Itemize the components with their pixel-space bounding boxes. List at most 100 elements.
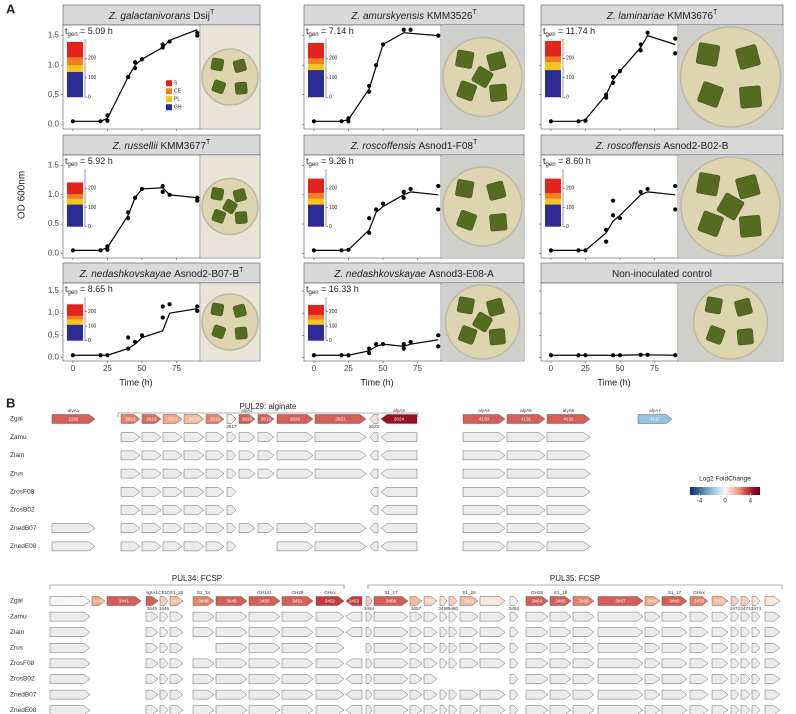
gene-annotation: S1_25 (170, 590, 184, 595)
gene-homolog (238, 468, 256, 479)
inset-tick-label: 200 (329, 186, 338, 192)
legend-swatch (166, 80, 172, 87)
gene-homolog (572, 705, 595, 714)
seaweed-piece (706, 325, 726, 345)
data-point (401, 189, 406, 194)
data-point (105, 244, 110, 249)
gene-id: 3457 (411, 606, 422, 611)
data-point (70, 353, 76, 358)
gene-homolog (192, 674, 215, 684)
gene-homolog (661, 611, 688, 622)
gene-homolog (644, 611, 661, 622)
seaweed-piece (234, 81, 248, 95)
gene-annotation: alyA6 (563, 408, 575, 413)
t-symbol: t (306, 26, 309, 36)
seaweed-piece (734, 297, 753, 317)
x-axis-label: Time (h) (597, 377, 630, 387)
gene (423, 596, 438, 606)
gene-homolog (380, 468, 418, 479)
strain-label: ZnedE08 (10, 707, 37, 714)
x-tick-label: 75 (172, 364, 181, 373)
gene (373, 596, 409, 606)
gene-homolog (751, 643, 761, 653)
data-point (367, 350, 372, 356)
gene-id: 4130 (479, 417, 490, 422)
gene-homolog (248, 689, 281, 700)
gene-homolog (183, 468, 205, 479)
gene-homolog (183, 505, 205, 515)
gene-homolog (459, 643, 479, 653)
gene-homolog (751, 627, 761, 637)
gene-homolog (661, 627, 688, 637)
gene-homolog (281, 643, 314, 653)
data-point (673, 207, 678, 212)
gene-homolog (546, 487, 591, 497)
gene-homolog (162, 523, 183, 533)
gene-id: 3472 (730, 606, 741, 611)
gene-homolog (120, 450, 141, 461)
data-point (408, 186, 413, 192)
y-tick-label: 0.0 (48, 119, 60, 128)
colorbar (690, 487, 760, 495)
x-tick-label: 0 (71, 364, 76, 373)
gene-annotation: sgtA1 (146, 590, 158, 595)
data-point (195, 33, 200, 38)
petri-dish (442, 166, 523, 247)
gene-homolog (439, 705, 448, 714)
type-strain-mark: T (713, 9, 718, 16)
gene-id: 3456 (386, 599, 397, 604)
gene-homolog (226, 523, 237, 533)
gene-homolog (711, 658, 729, 669)
t-value: = 16.33 h (319, 284, 359, 294)
gene-annotation: GH29 (531, 590, 543, 595)
gene (644, 596, 661, 606)
legend-label: CE (174, 89, 182, 95)
gene-homolog (205, 468, 225, 479)
gene-homolog (345, 611, 363, 622)
gene-homolog (689, 705, 709, 714)
gene-homolog (226, 468, 237, 479)
gene-homolog (644, 658, 661, 669)
y-tick-label: 0.5 (48, 330, 60, 339)
gene-homolog (159, 643, 169, 653)
data-point (139, 186, 145, 192)
gene-homolog (730, 689, 740, 700)
inset-tick-label: 100 (88, 323, 97, 329)
strain-label: ZnedE08 (10, 543, 37, 550)
gene-homolog (740, 674, 751, 684)
gene-homolog (462, 541, 506, 552)
gene-homolog (141, 432, 162, 442)
inset-tick-label: 0 (88, 224, 91, 230)
gene-id: 3466 (578, 599, 589, 604)
gene (546, 414, 591, 424)
data-point (367, 230, 372, 235)
type-strain-mark: T (472, 9, 477, 16)
strain-label: Zlam (10, 452, 24, 459)
gene-homolog (314, 523, 367, 533)
gene-homolog (215, 705, 248, 714)
gene-homolog (315, 674, 345, 684)
gene-id: 3461 (464, 599, 475, 604)
gene-homolog (49, 689, 91, 700)
gene-homolog (162, 468, 183, 479)
gene-id: 3464 (532, 599, 543, 604)
facet-title: Non-inoculated control (612, 269, 712, 280)
gene-id: 3447 (171, 599, 182, 604)
mean-line (313, 191, 439, 251)
gene (506, 414, 546, 424)
data-point (373, 63, 379, 68)
species-name: Z. roscoffensis (350, 141, 416, 152)
gene-homolog (373, 627, 409, 637)
data-point (638, 352, 643, 357)
gene-homolog (141, 541, 162, 552)
t-symbol: t (65, 26, 68, 36)
inset-bar-segment (308, 204, 324, 227)
facet-title: Z. galactanivorans DsijT (108, 9, 215, 21)
gene-homolog (315, 689, 345, 700)
gene-homolog (479, 705, 506, 714)
gene-homolog (448, 705, 458, 714)
inset-bar-segment (308, 64, 324, 71)
data-point (346, 119, 351, 124)
gene (315, 596, 345, 606)
t-value: = 5.09 h (78, 26, 113, 36)
